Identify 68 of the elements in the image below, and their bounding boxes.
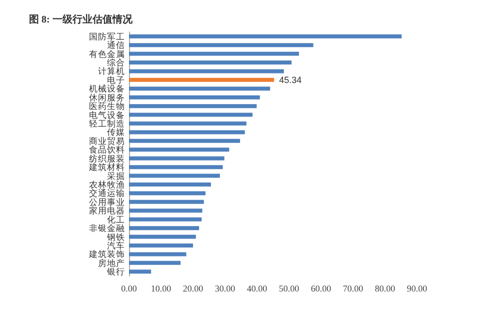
y-tick-label: 银行 (106, 266, 125, 277)
x-tick-label: 80.00 (374, 284, 396, 294)
y-tick-label: 农林牧渔 (89, 180, 125, 190)
data-label: 45.34 (279, 74, 302, 85)
bar (129, 174, 220, 178)
x-tick-label: 60.00 (310, 284, 332, 294)
x-tick-label: 70.00 (342, 284, 364, 294)
y-tick-label: 医药生物 (89, 101, 125, 112)
bar (129, 112, 253, 117)
bar (129, 200, 204, 204)
bar (129, 191, 206, 196)
y-tick-label: 采掘 (107, 170, 125, 181)
y-tick-label: 轻工制造 (89, 118, 125, 128)
y-tick-label: 商业贸易 (89, 136, 125, 146)
y-tick-label: 食品饮料 (89, 144, 125, 155)
x-tick-label: 40.00 (246, 284, 268, 294)
bar (129, 217, 202, 222)
x-tick-label: 90.00 (406, 284, 428, 294)
x-tick-label: 50.00 (278, 284, 300, 294)
bar (129, 86, 270, 91)
y-tick-label: 非银金融 (89, 223, 125, 234)
bar (129, 52, 299, 56)
bar (129, 78, 274, 82)
y-tick-label: 房地产 (98, 258, 125, 268)
bar (129, 60, 292, 64)
bar (129, 165, 223, 170)
bar (129, 182, 211, 186)
x-tick-label: 10.00 (150, 284, 172, 294)
y-tick-label: 综合 (107, 58, 125, 68)
x-tick-label: 0.00 (121, 284, 138, 294)
y-tick-label: 休闲服务 (89, 92, 125, 102)
bar (129, 252, 186, 256)
chart-title: 图 8: 一级行业估值情况 (29, 14, 134, 26)
bar (129, 95, 260, 100)
y-tick-label: 汽车 (107, 240, 125, 250)
bar (129, 226, 200, 230)
bar (129, 43, 314, 48)
y-tick-label: 机械设备 (89, 84, 125, 94)
y-tick-label: 建筑装饰 (88, 249, 125, 260)
bar (129, 148, 230, 152)
y-tick-label: 钢铁 (106, 232, 125, 242)
bar (129, 244, 193, 248)
y-tick-label: 计算机 (98, 66, 125, 76)
y-tick-label: 家用电器 (89, 206, 125, 216)
bar (129, 104, 257, 108)
bar (129, 234, 196, 239)
y-tick-label: 化工 (107, 214, 125, 224)
bar (129, 156, 224, 160)
y-tick-label: 公用事业 (89, 196, 125, 207)
bar (129, 34, 402, 38)
y-tick-label: 国防军工 (89, 31, 125, 42)
bar (129, 260, 181, 265)
y-tick-label: 传媒 (107, 127, 125, 138)
y-tick-label: 电子 (107, 74, 125, 85)
y-tick-label: 建筑材料 (88, 162, 125, 172)
y-tick-label: 纺织服装 (89, 153, 125, 164)
y-tick-label: 通信 (107, 40, 125, 50)
bar (129, 122, 246, 126)
bar (129, 69, 284, 74)
x-tick-label: 30.00 (214, 284, 236, 294)
y-tick-label: 电气设备 (89, 110, 125, 120)
bar (129, 208, 202, 213)
y-tick-label: 交通运输 (89, 188, 125, 198)
x-tick-label: 20.00 (182, 284, 204, 294)
bar (129, 138, 240, 143)
y-tick-label: 有色金属 (89, 48, 125, 59)
bar (129, 270, 152, 274)
bar (129, 130, 245, 134)
